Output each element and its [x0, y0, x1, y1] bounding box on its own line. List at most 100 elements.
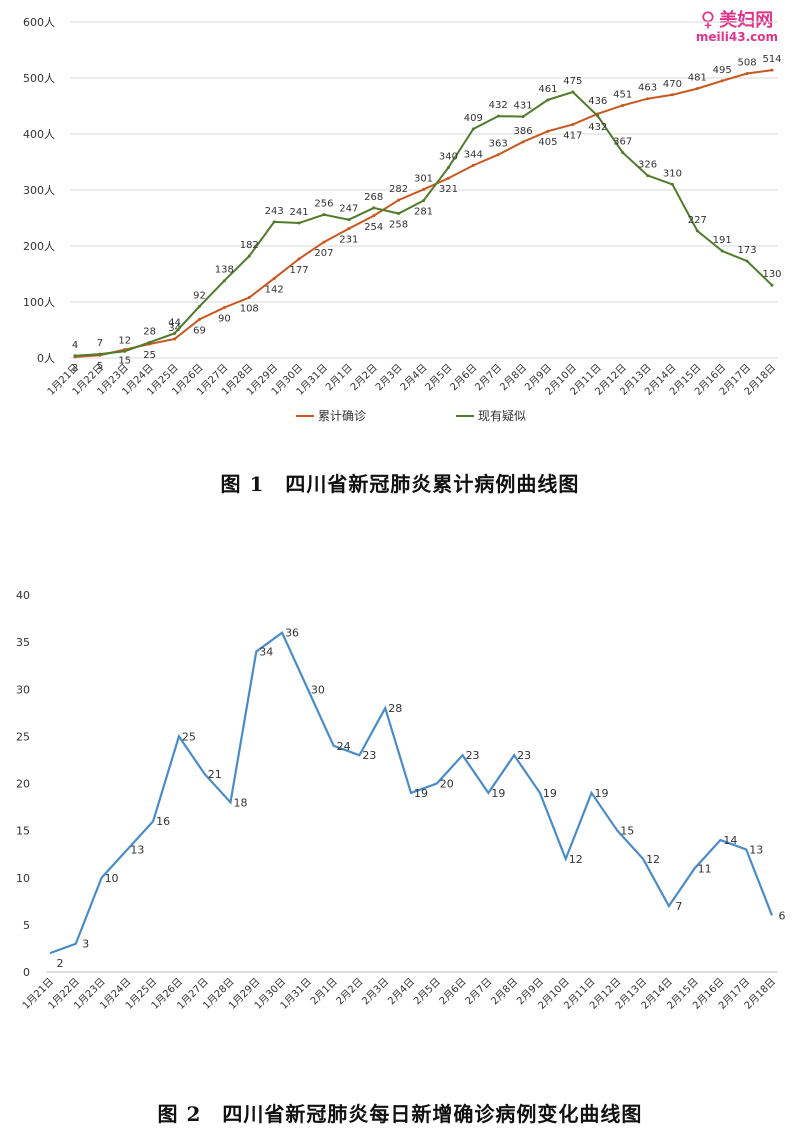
data-point	[372, 214, 376, 218]
data-label: 18	[234, 796, 248, 809]
data-point	[646, 173, 650, 177]
data-label: 3	[82, 938, 89, 951]
data-label: 23	[466, 749, 480, 762]
data-label: 508	[738, 58, 757, 69]
x-tick-label: 2月1日	[323, 362, 355, 394]
data-label: 34	[168, 323, 181, 334]
y-tick-label: 35	[16, 636, 30, 649]
data-label: 191	[713, 235, 732, 246]
data-point	[247, 254, 251, 258]
data-label: 13	[130, 843, 144, 856]
data-label: 19	[543, 787, 557, 800]
data-point	[422, 187, 425, 191]
data-point	[770, 68, 774, 72]
x-tick-label: 2月3日	[373, 362, 405, 394]
data-point	[173, 337, 177, 341]
data-point	[372, 206, 376, 210]
data-label: 28	[143, 326, 156, 337]
y-tick-label: 400人	[23, 128, 55, 141]
data-label: 182	[240, 240, 259, 251]
data-label: 243	[265, 206, 284, 217]
chart2-caption: 图 2 四川省新冠肺炎每日新增确诊病例变化曲线图	[157, 1102, 643, 1126]
data-point	[222, 306, 226, 310]
data-label: 247	[339, 204, 358, 215]
data-point	[621, 150, 625, 154]
data-label: 12	[569, 853, 583, 866]
data-label: 16	[156, 815, 170, 828]
data-label: 15	[118, 356, 131, 367]
x-tick-label: 2月5日	[411, 976, 443, 1008]
y-tick-label: 0	[23, 966, 30, 979]
data-point	[695, 229, 699, 233]
data-label: 417	[563, 130, 582, 141]
data-label: 256	[314, 199, 333, 210]
watermark-url: meili43.com	[695, 30, 778, 44]
data-label: 207	[314, 248, 333, 259]
x-tick-label: 2月2日	[334, 976, 366, 1008]
data-point	[73, 354, 77, 358]
y-tick-label: 500人	[23, 72, 55, 85]
data-point	[297, 257, 301, 261]
data-label: 281	[414, 207, 433, 218]
data-point	[322, 240, 326, 244]
data-label: 28	[388, 702, 402, 715]
data-label: 90	[218, 314, 231, 325]
data-label: 11	[698, 862, 712, 875]
data-label: 432	[489, 100, 508, 111]
data-point	[422, 199, 425, 203]
data-point	[222, 279, 226, 283]
data-point	[397, 198, 401, 202]
data-label: 367	[613, 136, 632, 147]
data-label: 138	[215, 265, 234, 276]
data-label: 475	[563, 76, 582, 87]
data-point	[571, 90, 575, 94]
data-label: 25	[182, 730, 196, 743]
data-label: 12	[118, 335, 131, 346]
y-tick-label: 600人	[23, 16, 55, 29]
data-label: 19	[414, 787, 428, 800]
data-point	[197, 317, 201, 321]
data-label: 5	[97, 361, 103, 372]
series-line	[49, 631, 774, 955]
data-label: 254	[364, 222, 383, 233]
data-label: 340	[439, 152, 458, 163]
x-tick-label: 2月7日	[473, 362, 505, 394]
data-label: 258	[389, 220, 408, 231]
data-point	[546, 129, 550, 133]
data-point	[496, 153, 500, 157]
data-label: 409	[464, 113, 483, 124]
data-label: 108	[240, 304, 259, 315]
y-tick-label: 30	[16, 683, 30, 696]
data-label: 25	[143, 350, 156, 361]
data-point	[496, 114, 500, 118]
data-label: 241	[289, 207, 308, 218]
legend-label: 现有疑似	[478, 408, 526, 423]
data-label: 130	[762, 269, 781, 280]
data-point	[247, 296, 251, 300]
data-label: 6	[779, 909, 786, 922]
data-point	[272, 220, 276, 224]
data-label: 23	[362, 749, 376, 762]
y-tick-label: 5	[23, 919, 30, 932]
data-label: 405	[538, 137, 557, 148]
data-label: 10	[105, 872, 119, 885]
data-label: 173	[738, 245, 757, 256]
data-label: 451	[613, 89, 632, 100]
y-tick-label: 100人	[23, 296, 55, 309]
data-label: 470	[663, 79, 682, 90]
data-label: 310	[663, 168, 682, 179]
data-label: 24	[337, 740, 351, 753]
data-label: 69	[193, 325, 206, 336]
y-tick-label: 300人	[23, 184, 55, 197]
y-tick-label: 40	[16, 589, 30, 602]
data-point	[197, 304, 201, 308]
data-point	[173, 331, 177, 335]
data-label: 495	[713, 65, 732, 76]
data-point	[646, 97, 650, 101]
data-label: 386	[514, 126, 533, 137]
x-tick-label: 2月1日	[308, 976, 340, 1008]
data-label: 301	[414, 173, 433, 184]
x-tick-label: 2月6日	[437, 976, 469, 1008]
data-point	[148, 340, 152, 344]
data-point	[297, 221, 301, 225]
